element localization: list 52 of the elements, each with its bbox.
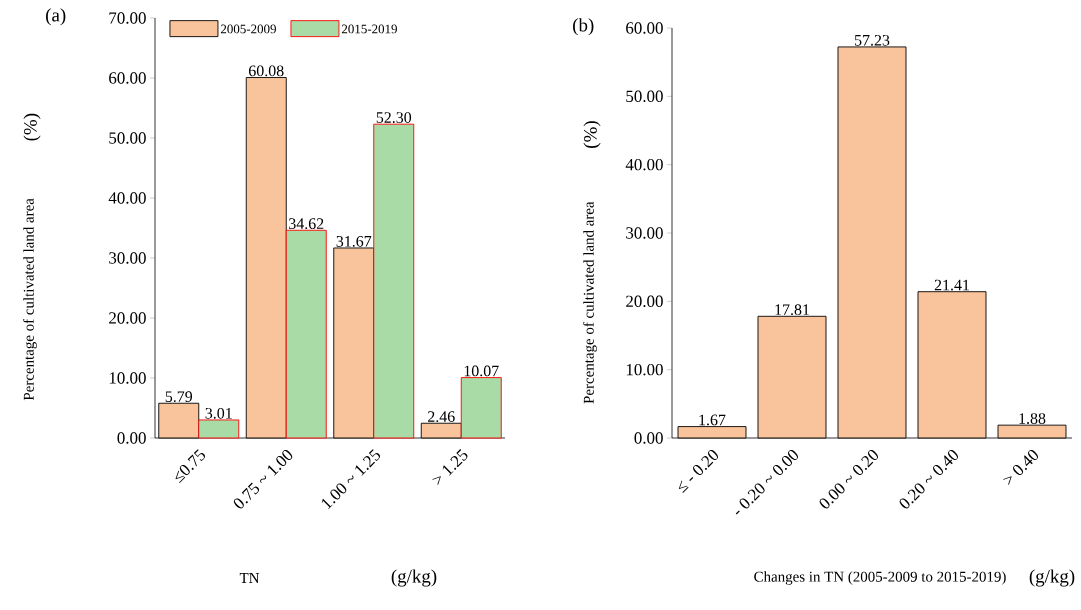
y-tick-label: 40.00 (625, 158, 663, 171)
y-tick-label: 30.00 (109, 252, 146, 264)
chart-title: (a) (46, 8, 66, 26)
x-tick-label: > 0.40 (1003, 450, 1039, 485)
chart-title: (b) (573, 18, 594, 36)
data-label: 10.07 (464, 365, 499, 377)
data-label: 52.30 (376, 112, 412, 123)
legend-label: 2005-2009 (220, 24, 276, 34)
y-tick-label: 50.00 (626, 90, 663, 103)
y-tick-label: 0.00 (117, 432, 146, 444)
bar (373, 123, 415, 439)
data-label: 2.46 (428, 411, 455, 423)
y-tick-label: 20.00 (109, 312, 146, 324)
y-axis-title: Percentage of cultivated land area (23, 198, 37, 401)
text: (%) (23, 113, 41, 141)
bar (285, 229, 327, 439)
text: (g/kg) (391, 569, 437, 587)
data-label: 17.81 (775, 304, 809, 316)
y-tick-label: 10.00 (626, 363, 663, 376)
y-tick-label: 70.00 (109, 12, 146, 24)
x-tick-label: - 0.20 ~ 0.00 (735, 450, 799, 515)
y-axis-title: Percentage of cultivated land area (583, 201, 597, 404)
x-axis-title: Changes in TN (2005-2009 to 2015-2019) (754, 571, 1006, 585)
data-label: 3.01 (205, 407, 232, 419)
y-tick-label: 0.00 (634, 432, 663, 444)
y-tick-label: 50.00 (109, 132, 146, 144)
data-label: 57.23 (855, 34, 890, 46)
y-tick-label: 10.00 (109, 372, 146, 384)
data-label: 21.41 (934, 279, 969, 291)
y-tick-label: 60.00 (626, 22, 663, 34)
y-tick-label: 60.00 (109, 72, 146, 84)
data-label: 5.79 (165, 391, 193, 403)
x-tick-label: 0.20 ~ 0.40 (899, 450, 959, 509)
y-tick-label: 40.00 (108, 192, 146, 204)
legend-label: 2015-2019 (341, 24, 397, 34)
x-axis-title: TN (239, 573, 260, 583)
y-tick-label: 30.00 (626, 227, 663, 239)
data-label: 1.67 (699, 414, 726, 426)
text: (%) (583, 121, 601, 148)
x-tick-label: 0.00 ~ 0.20 (819, 450, 879, 509)
x-tick-label: > 1.25 (432, 449, 468, 485)
bar (198, 419, 240, 439)
data-label: 60.08 (249, 65, 284, 77)
x-tick-label: 1.00 ~ 1.25 (321, 449, 381, 510)
data-label: 31.67 (336, 236, 372, 247)
data-label: 34.62 (289, 218, 324, 230)
data-label: 1.88 (1019, 413, 1046, 424)
x-tick-label: ≤ - 0.20 (678, 450, 719, 493)
y-tick-label: 20.00 (626, 295, 663, 308)
x-tick-label: 0.75 ~ 1.00 (233, 450, 293, 509)
text: (g/kg) (1029, 569, 1075, 587)
bar (460, 377, 502, 439)
